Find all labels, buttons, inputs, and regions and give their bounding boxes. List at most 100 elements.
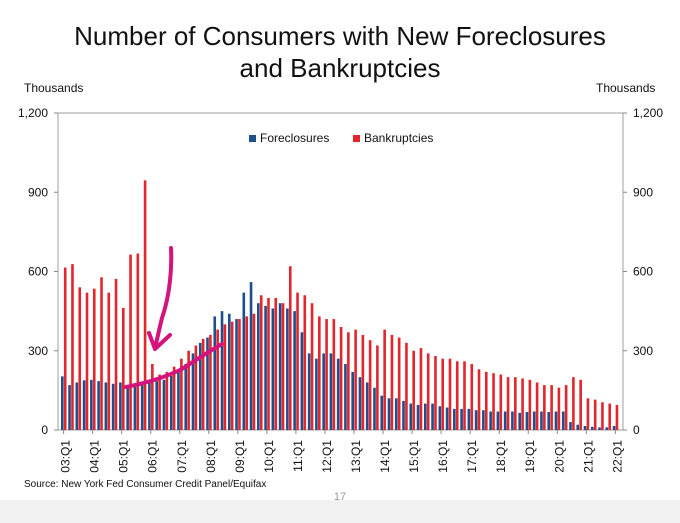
bar-bankruptcies xyxy=(180,358,183,430)
bar-foreclosures xyxy=(148,382,151,430)
bar-foreclosures xyxy=(453,408,456,430)
x-tick-label: 08:Q1 xyxy=(204,440,218,473)
bar-bankruptcies xyxy=(593,399,597,430)
bar-bankruptcies xyxy=(506,377,510,430)
bar-bankruptcies xyxy=(601,402,604,430)
bar-foreclosures xyxy=(213,316,217,430)
bar-foreclosures xyxy=(307,353,311,430)
bar-bankruptcies xyxy=(477,369,481,430)
bar-foreclosures xyxy=(227,313,231,430)
bar-foreclosures xyxy=(511,411,514,430)
bar-foreclosures xyxy=(169,375,173,430)
bar-foreclosures xyxy=(300,332,304,430)
bar-foreclosures xyxy=(605,427,609,430)
bar-bankruptcies xyxy=(390,334,394,430)
legend-swatch-bankruptcies xyxy=(353,135,360,142)
bar-bankruptcies xyxy=(528,379,532,430)
bar-foreclosures xyxy=(351,371,355,430)
bar-foreclosures xyxy=(373,387,376,430)
x-tick-label: 10:Q1 xyxy=(262,440,276,473)
legend-swatch-foreclosures xyxy=(249,135,256,142)
bar-foreclosures xyxy=(569,422,572,430)
y-tick-label-right: 600 xyxy=(633,265,653,279)
bar-bankruptcies xyxy=(194,345,198,430)
bar-foreclosures xyxy=(220,311,224,430)
bar-bankruptcies xyxy=(499,374,503,430)
bar-bankruptcies xyxy=(514,377,517,430)
bar-foreclosures xyxy=(293,311,296,430)
bar-bankruptcies xyxy=(252,313,256,430)
bar-bankruptcies xyxy=(426,353,430,430)
bar-foreclosures xyxy=(249,282,253,430)
source-note: Source: New York Fed Consumer Credit Pan… xyxy=(24,479,267,490)
x-tick-label: 07:Q1 xyxy=(175,440,189,473)
bar-foreclosures xyxy=(206,337,209,430)
bar-bankruptcies xyxy=(397,337,401,430)
y-tick-label-right: 900 xyxy=(633,185,653,199)
x-tick-label: 18:Q1 xyxy=(494,440,508,473)
bar-foreclosures xyxy=(68,385,71,430)
bar-bankruptcies xyxy=(165,371,169,430)
bar-bankruptcies xyxy=(296,292,299,430)
bar-foreclosures xyxy=(532,411,536,430)
left-axis-unit: Thousands xyxy=(24,81,84,95)
bar-foreclosures xyxy=(97,381,100,430)
bar-foreclosures xyxy=(489,411,492,430)
bar-bankruptcies xyxy=(572,377,575,430)
bar-foreclosures xyxy=(329,353,333,430)
x-tick-label: 05:Q1 xyxy=(117,440,131,473)
x-tick-label: 06:Q1 xyxy=(146,440,160,473)
bar-foreclosures xyxy=(271,308,275,430)
bar-bankruptcies xyxy=(325,319,328,430)
bar-foreclosures xyxy=(198,342,202,430)
bar-foreclosures xyxy=(278,303,282,430)
bar-foreclosures xyxy=(126,385,129,430)
bar-foreclosures xyxy=(104,382,108,430)
bar-bankruptcies xyxy=(201,338,205,430)
bar-foreclosures xyxy=(61,376,64,430)
bar-bankruptcies xyxy=(303,295,307,430)
bar-bankruptcies xyxy=(92,288,96,430)
bar-bankruptcies xyxy=(441,358,445,430)
bar-bankruptcies xyxy=(274,297,278,430)
bar-foreclosures xyxy=(257,303,260,430)
bar-foreclosures xyxy=(554,411,558,430)
bar-bankruptcies xyxy=(347,332,350,430)
bar-foreclosures xyxy=(264,305,267,430)
x-tick-label: 19:Q1 xyxy=(523,440,537,473)
chart-title-line1: Number of Consumers with New Foreclosure… xyxy=(74,21,606,51)
annotation-arrow-shaft xyxy=(153,246,174,350)
bar-bankruptcies xyxy=(354,329,357,430)
bar-foreclosures xyxy=(344,363,347,430)
bar-bankruptcies xyxy=(543,385,546,430)
bar-foreclosures xyxy=(416,404,420,430)
bar-foreclosures xyxy=(460,408,463,430)
bar-foreclosures xyxy=(576,424,580,430)
bar-bankruptcies xyxy=(550,385,553,430)
bar-bankruptcies xyxy=(608,403,612,430)
bar-bankruptcies xyxy=(470,363,474,430)
bar-foreclosures xyxy=(540,411,543,430)
bar-foreclosures xyxy=(423,403,427,430)
bar-foreclosures xyxy=(496,411,500,430)
bar-bankruptcies xyxy=(172,366,176,430)
bar-bankruptcies xyxy=(484,371,488,430)
chart-title-line2: and Bankruptcies xyxy=(239,53,441,83)
x-tick-label: 17:Q1 xyxy=(465,440,479,473)
bar-foreclosures xyxy=(365,382,369,430)
bar-bankruptcies xyxy=(463,361,466,430)
bar-foreclosures xyxy=(438,406,442,430)
bar-foreclosures xyxy=(184,363,188,430)
bar-foreclosures xyxy=(315,358,318,430)
bar-bankruptcies xyxy=(492,373,495,430)
bar-bankruptcies xyxy=(455,361,459,430)
y-tick-label-left: 1,200 xyxy=(18,106,48,120)
x-tick-label: 15:Q1 xyxy=(407,440,421,473)
annotation-curve xyxy=(124,342,224,389)
bar-bankruptcies xyxy=(129,254,132,430)
x-tick-label: 16:Q1 xyxy=(436,440,450,473)
bar-bankruptcies xyxy=(63,267,67,430)
bar-bankruptcies xyxy=(259,295,263,430)
bar-bankruptcies xyxy=(223,324,227,430)
y-tick-label-right: 300 xyxy=(633,344,653,358)
